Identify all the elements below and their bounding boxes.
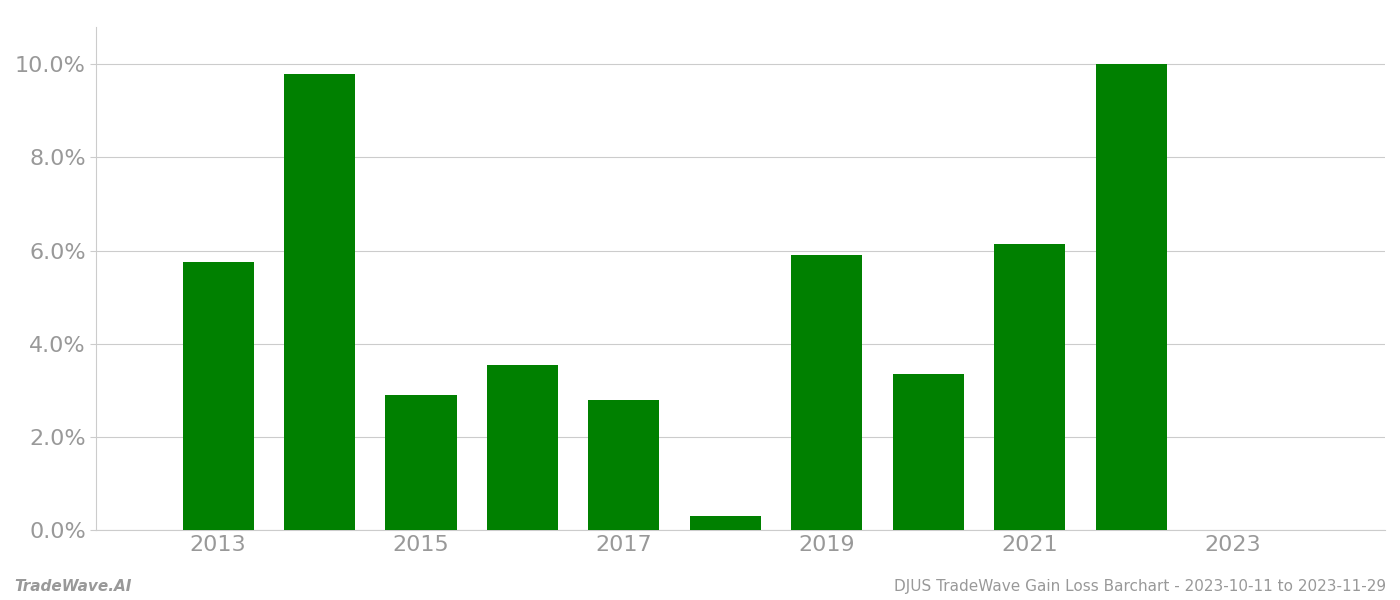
Bar — [284, 74, 356, 530]
Bar — [385, 395, 456, 530]
Bar — [588, 400, 659, 530]
Bar — [791, 255, 862, 530]
Text: TradeWave.AI: TradeWave.AI — [14, 579, 132, 594]
Bar — [994, 244, 1065, 530]
Bar — [182, 262, 253, 530]
Bar — [1096, 64, 1166, 530]
Bar — [487, 365, 559, 530]
Bar — [893, 374, 963, 530]
Text: DJUS TradeWave Gain Loss Barchart - 2023-10-11 to 2023-11-29: DJUS TradeWave Gain Loss Barchart - 2023… — [893, 579, 1386, 594]
Bar — [690, 516, 762, 530]
